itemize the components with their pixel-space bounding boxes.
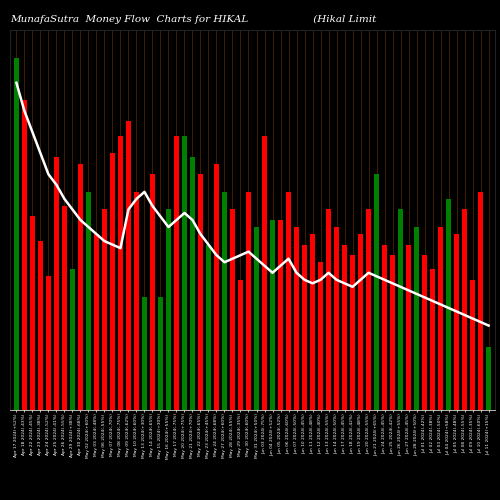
Bar bbox=[286, 192, 290, 410]
Bar bbox=[38, 241, 42, 410]
Bar bbox=[326, 210, 330, 410]
Bar bbox=[454, 234, 459, 410]
Bar bbox=[278, 220, 282, 410]
Bar bbox=[246, 192, 250, 410]
Bar bbox=[54, 156, 58, 410]
Bar bbox=[174, 136, 178, 410]
Bar bbox=[102, 210, 106, 410]
Bar bbox=[414, 227, 419, 410]
Bar bbox=[382, 244, 387, 410]
Bar bbox=[22, 100, 26, 410]
Bar bbox=[142, 298, 146, 410]
Bar bbox=[310, 234, 314, 410]
Bar bbox=[126, 122, 130, 410]
Bar bbox=[262, 136, 266, 410]
Bar bbox=[94, 234, 98, 410]
Bar bbox=[430, 270, 435, 410]
Bar bbox=[478, 192, 483, 410]
Bar bbox=[230, 210, 234, 410]
Bar bbox=[254, 227, 258, 410]
Bar bbox=[270, 220, 274, 410]
Bar bbox=[374, 174, 379, 410]
Bar bbox=[398, 210, 403, 410]
Bar bbox=[390, 255, 395, 410]
Bar bbox=[46, 276, 50, 410]
Bar bbox=[14, 58, 18, 410]
Bar bbox=[238, 280, 242, 410]
Bar bbox=[118, 136, 122, 410]
Bar bbox=[198, 174, 202, 410]
Bar bbox=[30, 216, 34, 410]
Bar bbox=[422, 255, 427, 410]
Bar bbox=[62, 206, 66, 410]
Bar bbox=[222, 192, 226, 410]
Bar bbox=[214, 164, 218, 410]
Bar bbox=[318, 262, 322, 410]
Bar bbox=[70, 270, 74, 410]
Bar bbox=[302, 244, 306, 410]
Bar bbox=[150, 174, 154, 410]
Bar bbox=[110, 153, 114, 410]
Bar bbox=[334, 227, 338, 410]
Bar bbox=[446, 199, 451, 410]
Bar bbox=[470, 280, 475, 410]
Text: MunafaSutra  Money Flow  Charts for HIKAL                    (Hikal Limit: MunafaSutra Money Flow Charts for HIKAL … bbox=[10, 15, 376, 24]
Bar bbox=[294, 227, 298, 410]
Bar bbox=[86, 192, 90, 410]
Bar bbox=[366, 210, 370, 410]
Bar bbox=[342, 244, 346, 410]
Bar bbox=[462, 210, 467, 410]
Bar bbox=[206, 244, 210, 410]
Bar bbox=[182, 136, 186, 410]
Bar bbox=[486, 346, 491, 410]
Bar bbox=[406, 244, 411, 410]
Bar bbox=[158, 298, 162, 410]
Bar bbox=[166, 210, 170, 410]
Bar bbox=[438, 227, 443, 410]
Bar bbox=[350, 255, 354, 410]
Bar bbox=[134, 192, 138, 410]
Bar bbox=[190, 156, 194, 410]
Bar bbox=[78, 164, 82, 410]
Bar bbox=[358, 234, 362, 410]
